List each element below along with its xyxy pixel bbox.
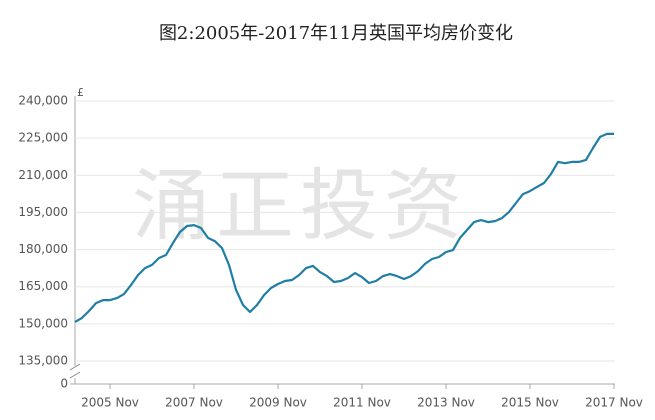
y-tick-label: 240,000 [18,94,68,108]
line [74,132,614,323]
y-tick-label: 210,000 [18,168,68,182]
y-tick-label: 225,000 [18,131,68,145]
y-tick-label: 150,000 [18,316,68,330]
y-unit-label: £ [77,86,84,99]
x-tick-label: 2009 Nov [249,396,307,410]
axis-break [69,371,81,379]
y-tick-label: 0 [60,377,68,391]
x-tick-label: 2005 Nov [81,396,139,410]
x-tick-label: 2017 Nov [585,396,643,410]
x-tick-label: 2011 Nov [333,396,391,410]
chart-title: 图2:2005年-2017年11月英国平均房价变化 [159,23,513,44]
x-tick-label: 2015 Nov [501,396,559,410]
y-tick-label: 180,000 [18,242,68,256]
x-tick-label: 2007 Nov [165,396,223,410]
y-tick-label: 135,000 [18,354,68,368]
axis-break [69,363,81,371]
y-tick-label: 165,000 [18,279,68,293]
x-tick-label: 2013 Nov [417,396,475,410]
y-tick-label: 195,000 [18,205,68,219]
watermark: 涌正投资 [132,162,468,252]
